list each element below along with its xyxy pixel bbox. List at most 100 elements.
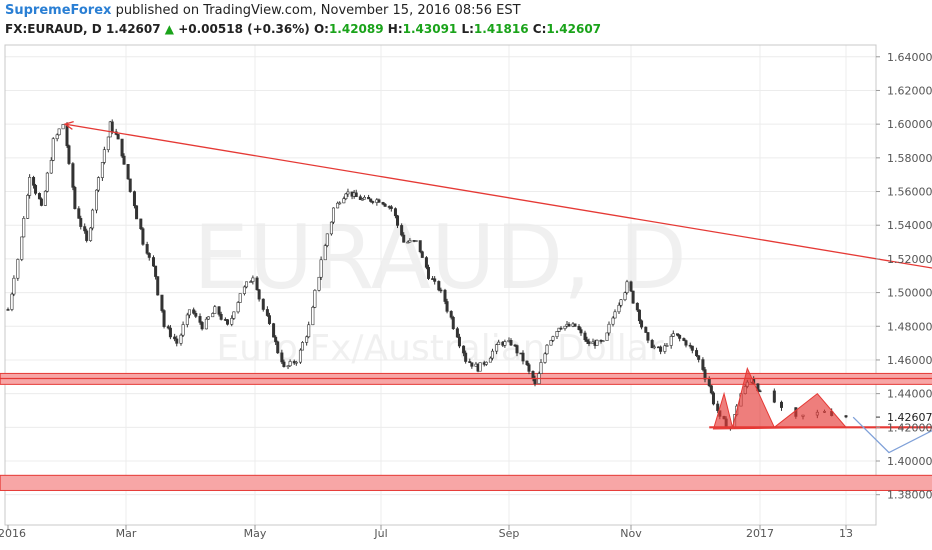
candle-body bbox=[65, 124, 69, 147]
low-label: L: bbox=[461, 22, 474, 36]
candle-body bbox=[156, 276, 160, 296]
price-tick-label: 1.56000 bbox=[887, 186, 932, 199]
support-zone bbox=[0, 474, 932, 491]
candle-body bbox=[533, 378, 537, 385]
price-tick-label: 1.62000 bbox=[887, 84, 932, 97]
high-label: H: bbox=[387, 22, 403, 36]
candle-body bbox=[51, 138, 55, 161]
candle-body bbox=[344, 193, 348, 199]
candle-body bbox=[389, 206, 393, 209]
candle-body bbox=[200, 322, 204, 330]
date-tick-label: Mar bbox=[116, 527, 137, 540]
change-value: +0.00518 (+0.36%) bbox=[178, 22, 310, 36]
candle-body bbox=[145, 244, 149, 254]
candle-body bbox=[110, 121, 114, 133]
candle-body bbox=[567, 323, 571, 327]
change-up-icon: ▲ bbox=[164, 22, 175, 36]
date-tick-label: 13 bbox=[839, 527, 853, 540]
candle-body bbox=[531, 371, 535, 379]
candle-body bbox=[194, 313, 198, 317]
candle-body bbox=[418, 240, 422, 253]
candle-body bbox=[701, 359, 705, 370]
candle-body bbox=[192, 309, 196, 314]
trendline-arrow-tail bbox=[63, 120, 74, 130]
candle-body bbox=[509, 340, 513, 346]
candle-body bbox=[426, 267, 430, 279]
candle-body bbox=[420, 251, 424, 258]
candle-body bbox=[116, 134, 120, 140]
date-tick-label: Nov bbox=[620, 527, 642, 540]
candle-body bbox=[521, 352, 525, 362]
price-tick-label: 1.58000 bbox=[887, 152, 932, 165]
candle-body bbox=[583, 332, 587, 341]
candle-body bbox=[219, 313, 223, 320]
candle-body bbox=[45, 172, 49, 192]
candle-body bbox=[232, 311, 236, 319]
head-and-shoulders-pattern bbox=[712, 366, 848, 430]
candle-body bbox=[298, 349, 302, 363]
candle-body bbox=[71, 163, 75, 188]
candle-body bbox=[226, 319, 230, 325]
candle-body bbox=[286, 365, 290, 368]
close-label: C: bbox=[532, 22, 547, 36]
candle-body bbox=[139, 218, 143, 229]
price-axis[interactable]: 1.64000 1.62000 1.60000 1.58000 1.56000 1.540… bbox=[876, 51, 932, 502]
candle-body bbox=[245, 281, 249, 288]
candle-body bbox=[711, 392, 715, 405]
candle-body bbox=[128, 178, 132, 192]
candle-body bbox=[406, 241, 410, 244]
candle-body bbox=[317, 276, 321, 291]
candle-body bbox=[354, 192, 358, 198]
candle-body bbox=[433, 278, 437, 282]
candle-body bbox=[625, 281, 629, 294]
candle-body bbox=[37, 193, 41, 200]
candle-body bbox=[703, 369, 707, 380]
candle-body bbox=[358, 196, 362, 200]
candle-body bbox=[640, 320, 644, 328]
candle-body bbox=[601, 340, 605, 342]
candle-body bbox=[282, 361, 286, 367]
candle-body bbox=[381, 202, 385, 205]
candle-body bbox=[629, 281, 633, 292]
candle-body bbox=[650, 340, 654, 349]
candle-body bbox=[272, 323, 276, 338]
candle-body bbox=[12, 277, 16, 295]
date-tick-label: 2017 bbox=[746, 527, 774, 540]
price-tick-label: 1.46000 bbox=[887, 354, 932, 367]
candle-body bbox=[443, 289, 447, 302]
candle-body bbox=[313, 289, 317, 308]
candle-body bbox=[549, 340, 553, 346]
publisher-name[interactable]: SupremeForex bbox=[5, 3, 112, 18]
candle-body bbox=[408, 240, 412, 243]
candle-body bbox=[91, 209, 95, 229]
candle-body bbox=[684, 340, 688, 346]
candle-body bbox=[346, 191, 350, 195]
candle-body bbox=[32, 177, 36, 186]
publish-line: SupremeForex published on TradingView.co… bbox=[5, 3, 521, 18]
candle-body bbox=[573, 323, 577, 327]
candle-body bbox=[613, 311, 617, 319]
candle-body bbox=[619, 299, 623, 306]
candle-body bbox=[238, 293, 242, 303]
candle-body bbox=[497, 341, 501, 345]
date-tick-label: Sep bbox=[499, 527, 520, 540]
candle-body bbox=[198, 316, 202, 323]
candle-body bbox=[697, 355, 701, 360]
candle-body bbox=[166, 326, 170, 329]
time-axis[interactable]: 2016 Mar May Jul Sep Nov 2017 13 bbox=[0, 525, 853, 540]
candle-body bbox=[360, 198, 364, 201]
candle-body bbox=[644, 326, 648, 333]
candle-body bbox=[488, 357, 492, 363]
candle-body bbox=[595, 339, 599, 346]
candle-body bbox=[400, 225, 404, 236]
price-tick-label: 1.52000 bbox=[887, 253, 932, 266]
candle-body bbox=[336, 202, 340, 209]
candle-body bbox=[527, 364, 531, 372]
candle-body bbox=[396, 215, 400, 226]
candle-body bbox=[132, 191, 136, 207]
candle-body bbox=[462, 345, 466, 354]
candle-body bbox=[772, 390, 776, 403]
candle-body bbox=[779, 401, 783, 408]
candle-body bbox=[179, 334, 183, 344]
